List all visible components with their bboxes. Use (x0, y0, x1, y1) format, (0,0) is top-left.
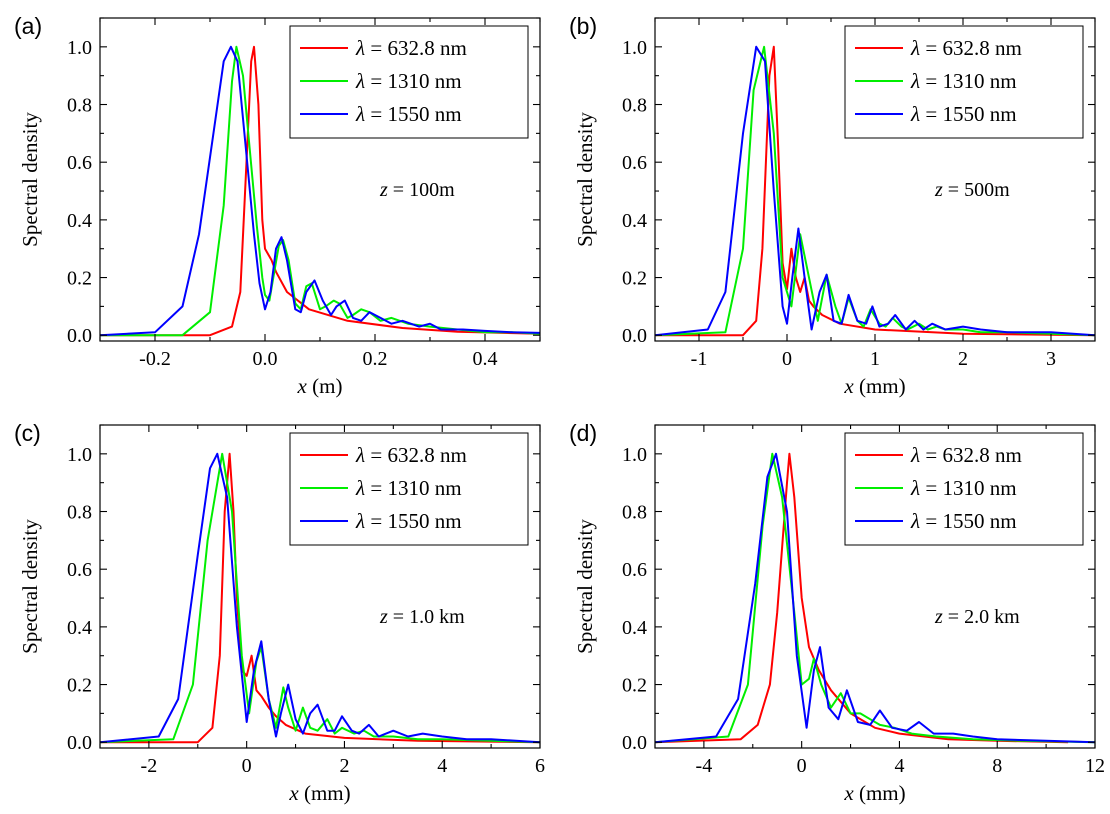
x-tick-label: 0.0 (253, 348, 278, 370)
y-tick-label: 0.2 (622, 675, 647, 697)
legend-entry: λ = 1550 nm (355, 102, 462, 126)
legend-entry: λ = 1310 nm (910, 69, 1017, 93)
series-line-3 (655, 452, 1095, 744)
y-tick-label: 0.6 (622, 559, 647, 581)
x-tick-label: -0.2 (139, 348, 171, 370)
distance-annotation: z = 1.0 km (379, 606, 465, 628)
legend-entry: λ = 1550 nm (910, 509, 1017, 533)
y-axis-title: Spectral density (18, 112, 42, 247)
y-tick-label: 1.0 (67, 37, 92, 59)
panel-label: (c) (14, 420, 41, 446)
legend-entry: λ = 1310 nm (355, 69, 462, 93)
x-tick-label: 0 (242, 755, 252, 777)
series-line-3 (100, 45, 540, 337)
y-tick-label: 0.0 (622, 325, 647, 347)
y-tick-label: 0.8 (622, 502, 647, 524)
series-line-2 (100, 45, 540, 337)
distance-annotation: z = 2.0 km (934, 606, 1020, 628)
chart-panel-3: -2 0 2 4 6 0.0 0.2 0.4 0.6 0.8 1.0 x (mm) Spectral d… (14, 420, 545, 805)
y-tick-label: 0.0 (67, 732, 92, 754)
x-tick-label: -2 (141, 755, 158, 777)
series-line-2 (655, 452, 1095, 744)
x-tick-label: 2 (958, 348, 968, 370)
y-tick-label: 0.6 (67, 152, 92, 174)
series-line-1 (100, 45, 540, 337)
chart-panel-1: -0.2 0.0 0.2 0.4 0.0 0.2 0.4 0.6 0.8 1.0 x (m) Spec… (14, 13, 541, 398)
x-tick-label: 4 (894, 755, 904, 777)
y-tick-label: 0.4 (622, 210, 647, 232)
chart-panel-4: -4 0 4 8 12 0.0 0.2 0.4 0.6 0.8 1.0 x (mm) Spectral … (569, 420, 1105, 805)
y-tick-label: 0.4 (622, 617, 647, 639)
legend-entry: λ = 632.8 nm (355, 443, 467, 467)
y-tick-label: 0.2 (622, 268, 647, 290)
x-axis-title: x (mm) (843, 374, 905, 398)
x-tick-label: 2 (339, 755, 349, 777)
distance-annotation: z = 100m (379, 179, 455, 201)
legend-entry: λ = 632.8 nm (355, 36, 467, 60)
panel-label: (d) (569, 420, 597, 446)
x-tick-label: 8 (992, 755, 1002, 777)
x-axis-title: x (m) (297, 374, 343, 398)
series-line-3 (100, 452, 540, 744)
y-axis-title: Spectral density (573, 112, 597, 247)
y-tick-label: 0.4 (67, 617, 92, 639)
distance-annotation: z = 500m (934, 179, 1010, 201)
x-tick-label: -1 (691, 348, 708, 370)
x-tick-label: 3 (1046, 348, 1056, 370)
panel-label: (b) (569, 13, 597, 39)
x-tick-label: 12 (1085, 755, 1105, 777)
x-tick-label: -4 (696, 755, 713, 777)
x-tick-label: 4 (437, 755, 447, 777)
x-tick-label: 0.4 (473, 348, 498, 370)
y-tick-label: 0.0 (622, 732, 647, 754)
x-tick-label: 1 (870, 348, 880, 370)
y-tick-label: 0.8 (67, 95, 92, 117)
legend-entry: λ = 1550 nm (910, 102, 1017, 126)
chart-panel-2: -1 0 1 2 3 0.0 0.2 0.4 0.6 0.8 1.0 x (mm) Spectral d… (569, 13, 1096, 398)
y-tick-label: 0.2 (67, 675, 92, 697)
y-tick-label: 0.6 (622, 152, 647, 174)
x-tick-label: 6 (535, 755, 545, 777)
legend-entry: λ = 1310 nm (355, 476, 462, 500)
y-tick-label: 0.8 (622, 95, 647, 117)
plot-frame (99, 424, 541, 749)
x-tick-label: 0 (797, 755, 807, 777)
x-tick-label: 0.2 (363, 348, 388, 370)
y-axis-title: Spectral density (18, 519, 42, 654)
y-tick-label: 0.2 (67, 268, 92, 290)
x-tick-label: 0 (782, 348, 792, 370)
legend-entry: λ = 1310 nm (910, 476, 1017, 500)
series-line-3 (655, 45, 1095, 337)
x-axis-title: x (mm) (843, 781, 905, 805)
plot-frame (654, 424, 1096, 749)
y-tick-label: 0.0 (67, 325, 92, 347)
legend-entry: λ = 1550 nm (355, 509, 462, 533)
x-axis-title: x (mm) (288, 781, 350, 805)
legend-entry: λ = 632.8 nm (910, 36, 1022, 60)
legend-entry: λ = 632.8 nm (910, 443, 1022, 467)
series-line-1 (655, 452, 1069, 744)
y-tick-label: 1.0 (67, 444, 92, 466)
y-tick-label: 1.0 (622, 37, 647, 59)
y-axis-title: Spectral density (573, 519, 597, 654)
y-tick-label: 0.6 (67, 559, 92, 581)
panel-label: (a) (14, 13, 42, 39)
y-tick-label: 1.0 (622, 444, 647, 466)
y-tick-label: 0.4 (67, 210, 92, 232)
y-tick-label: 0.8 (67, 502, 92, 524)
